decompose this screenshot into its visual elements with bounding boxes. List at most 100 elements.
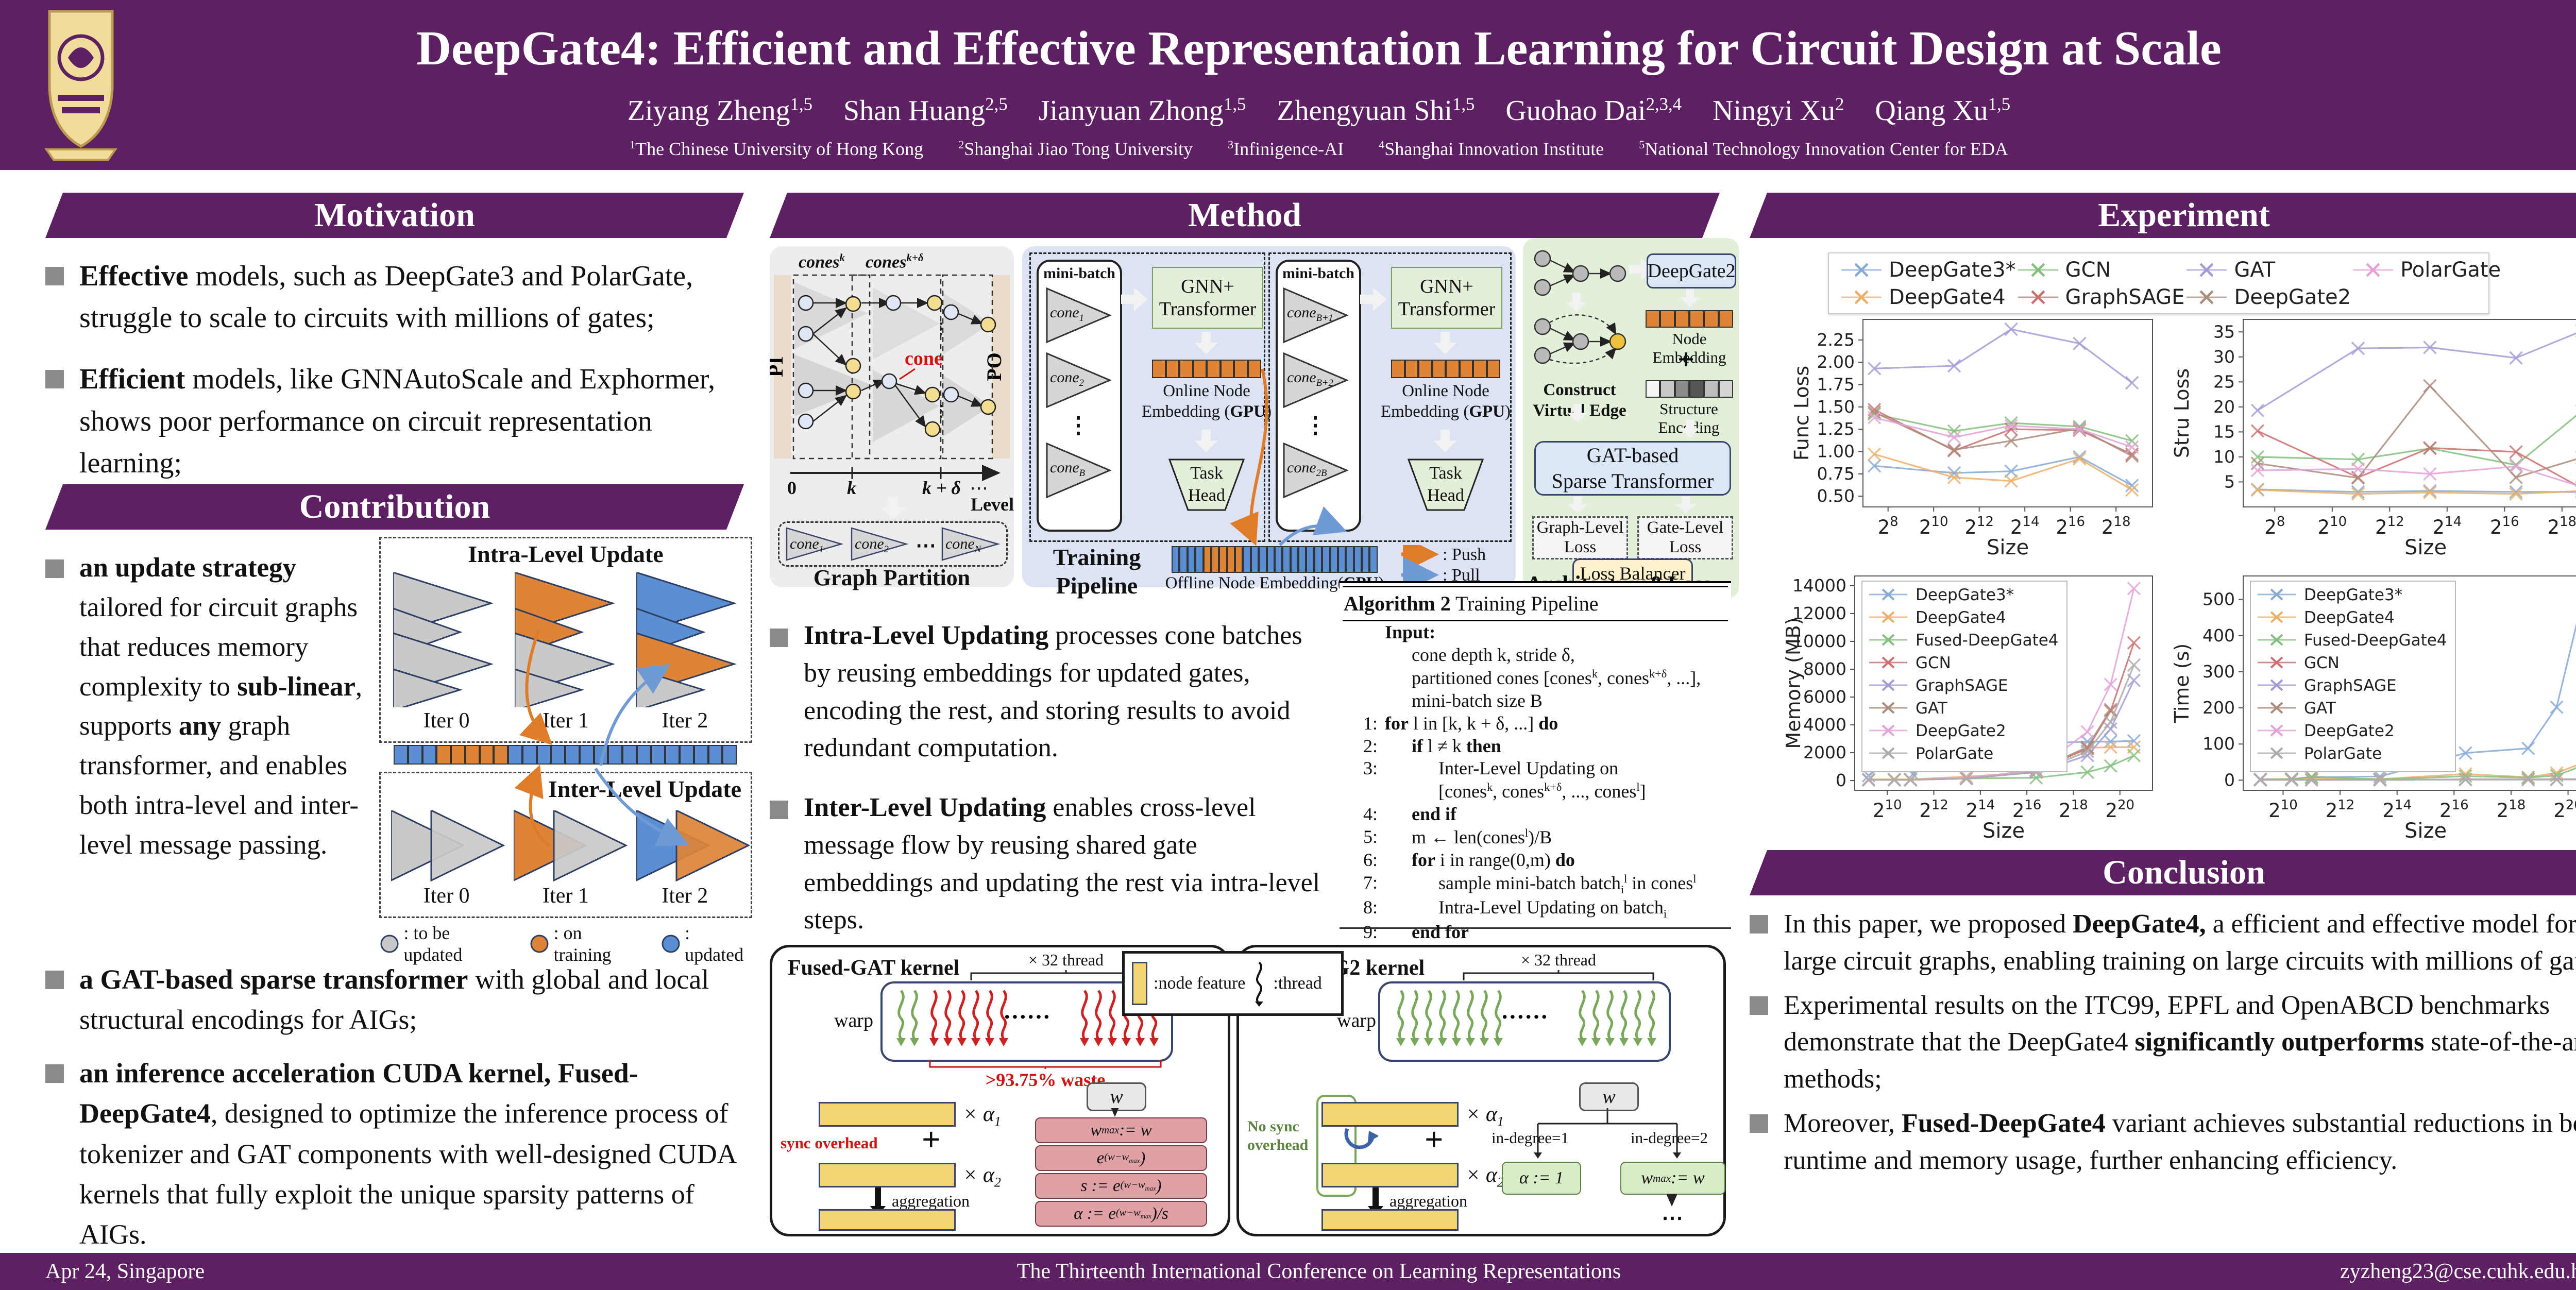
w-box: w bbox=[1579, 1082, 1639, 1111]
method-bullet-text: Inter-Level Updating enables cross-level… bbox=[804, 793, 1320, 935]
graph-partition-panel: conesk conesk+δ PI PO bbox=[770, 246, 1014, 590]
node-embedding-label: Node Embedding bbox=[1652, 330, 1726, 366]
svg-text:5: 5 bbox=[2224, 471, 2235, 491]
svg-text:0.75: 0.75 bbox=[1817, 464, 1855, 484]
algorithm-line: cone depth k, stride δ, bbox=[1343, 644, 1728, 667]
triangle-pair bbox=[390, 809, 510, 885]
bar-cell bbox=[1227, 546, 1235, 573]
svg-text:220: 220 bbox=[2553, 797, 2576, 822]
algorithm-line: 7: sample mini-batch batchil in conesl bbox=[1343, 872, 1728, 896]
feature-bar bbox=[1321, 1163, 1459, 1187]
motivation-bullet: Efficient models, like GNNAutoScale and … bbox=[45, 359, 754, 484]
bar-cell bbox=[651, 745, 666, 765]
intra-triangle-groups bbox=[387, 571, 744, 712]
svg-text:DeepGate2: DeepGate2 bbox=[2304, 722, 2395, 740]
svg-text:DeepGate3*: DeepGate3* bbox=[1916, 586, 2014, 604]
conclusion-bullet: Moreover, Fused-DeepGate4 variant achiev… bbox=[1750, 1105, 2576, 1179]
section-banner-method: Method bbox=[770, 193, 1720, 238]
conclusion-bullet: In this paper, we proposed DeepGate4, a … bbox=[1750, 906, 2576, 980]
task-head-2 bbox=[1407, 459, 1484, 511]
line-text: [conesk, conesk+δ, ..., conesl] bbox=[1438, 780, 1646, 802]
bar-cell bbox=[693, 745, 708, 765]
line-number bbox=[1343, 644, 1385, 667]
update-state-legend: : to be updated: on training: updated bbox=[379, 922, 752, 965]
thread-count-label: × 32 thread bbox=[1521, 950, 1596, 969]
bar-cell bbox=[1674, 310, 1689, 328]
line-text: for i in range(0,m) do bbox=[1412, 850, 1575, 871]
author-name: Shan Huang2,5 bbox=[843, 94, 1008, 127]
cone-item: cone1 bbox=[1045, 286, 1112, 344]
contribution-bullet-text: an update strategy tailored for circuit … bbox=[79, 553, 363, 860]
bar-cell bbox=[1337, 546, 1346, 573]
svg-text:0: 0 bbox=[1836, 770, 1846, 790]
fused-gat-kernel-panel: Fused-GAT kernel × 32 thread warp ······… bbox=[770, 945, 1230, 1236]
bar-cell bbox=[1172, 546, 1180, 573]
kernel-legend-chip: :node feature :thread bbox=[1122, 951, 1344, 1016]
motivation-bullet: Effective models, such as DeepGate3 and … bbox=[45, 256, 754, 339]
line-number: 2: bbox=[1363, 735, 1378, 756]
svg-text:⋮: ⋮ bbox=[934, 403, 949, 420]
bar-cell bbox=[1418, 360, 1432, 378]
bar-cell bbox=[1473, 360, 1487, 378]
bar-cell bbox=[1274, 546, 1283, 573]
training-pipeline-panel: mini-batch cone1 cone2 ⋮ coneB GNN+ Transfor… bbox=[1022, 246, 1516, 599]
bar-cell bbox=[1243, 546, 1251, 573]
experiment-legend: DeepGate3* GCN GAT PolarGate DeepGate4 GraphS… bbox=[1828, 252, 2501, 314]
virtual-edge-drawing bbox=[1534, 250, 1626, 364]
alpha2-label: × α2 bbox=[963, 1163, 1001, 1190]
cone-item: cone2B bbox=[1282, 442, 1349, 499]
down-arrow-icon bbox=[1680, 288, 1700, 307]
online-embedding-bar-1 bbox=[1152, 360, 1261, 378]
vertical-dots: ⋮ bbox=[1304, 413, 1327, 438]
fused-gat-title: Fused-GAT kernel bbox=[788, 956, 960, 980]
cones-k-delta-label: conesk+δ bbox=[866, 251, 924, 272]
svg-text:30: 30 bbox=[2213, 347, 2235, 367]
indegree2-label: in-degree=2 bbox=[1631, 1129, 1708, 1147]
svg-text:214: 214 bbox=[2382, 797, 2412, 822]
feature-bar bbox=[819, 1209, 956, 1231]
embedding-token-bar bbox=[394, 745, 737, 765]
motivation-title: Motivation bbox=[314, 196, 475, 234]
cuhk-logo bbox=[44, 10, 117, 161]
svg-text:210: 210 bbox=[2317, 514, 2347, 538]
cones-k-label: conesk bbox=[799, 251, 845, 272]
section-banner-conclusion: Conclusion bbox=[1750, 850, 2576, 895]
triangle-group bbox=[514, 571, 628, 712]
bar-cell bbox=[1346, 546, 1354, 573]
bar-cell bbox=[1282, 546, 1291, 573]
bar-cell bbox=[1193, 360, 1207, 378]
cone-item: coneB bbox=[1045, 442, 1112, 499]
stru-loss-chart: 5 10 15 20 25 30 35 28 210 212 214 216 218 Stru Loss S… bbox=[2166, 310, 2576, 563]
push-label: : Push bbox=[1443, 545, 1486, 564]
svg-text:DeepGate4: DeepGate4 bbox=[1916, 608, 2006, 627]
svg-text:210: 210 bbox=[2268, 797, 2298, 822]
legend-entry-gat: GAT bbox=[2184, 258, 2351, 282]
branch-lines bbox=[1534, 1108, 1681, 1159]
svg-text:······: ······ bbox=[1501, 1004, 1548, 1030]
svg-text:GraphSAGE: GraphSAGE bbox=[2304, 676, 2397, 695]
gnn-transformer-box-1: GNN+ Transformer bbox=[1152, 267, 1263, 329]
bar-cell bbox=[1674, 380, 1689, 398]
svg-text:Time (s): Time (s) bbox=[2171, 643, 2193, 724]
bullet-square-icon bbox=[45, 370, 64, 389]
bar-cell bbox=[1660, 310, 1675, 328]
bar-cell bbox=[722, 745, 737, 765]
node-embedding-bar bbox=[1646, 310, 1733, 328]
method-bullet-text: Intra-Level Updating processes cone batc… bbox=[804, 621, 1302, 763]
bar-cell bbox=[1179, 546, 1188, 573]
bar-cell bbox=[1314, 546, 1323, 573]
deepgate2-box: DeepGate2 bbox=[1647, 253, 1736, 288]
line-number: 6: bbox=[1363, 850, 1378, 871]
bar-cell bbox=[1404, 360, 1418, 378]
algorithm-line: [conesk, conesk+δ, ..., conesl] bbox=[1343, 780, 1728, 803]
svg-text:15: 15 bbox=[2213, 421, 2235, 442]
svg-text:214: 214 bbox=[1966, 797, 1995, 822]
warp-threads-dg2: ······ bbox=[1380, 983, 1669, 1060]
svg-text:218: 218 bbox=[2102, 514, 2131, 538]
conclusion-title: Conclusion bbox=[2103, 854, 2265, 891]
gat-sparse-transformer-box: GAT-based Sparse Transformer bbox=[1534, 441, 1731, 496]
wmax-step: w max := w bbox=[1035, 1117, 1207, 1143]
line-number bbox=[1343, 621, 1385, 644]
svg-text:20: 20 bbox=[2213, 397, 2235, 417]
bar-cell bbox=[1250, 546, 1259, 573]
